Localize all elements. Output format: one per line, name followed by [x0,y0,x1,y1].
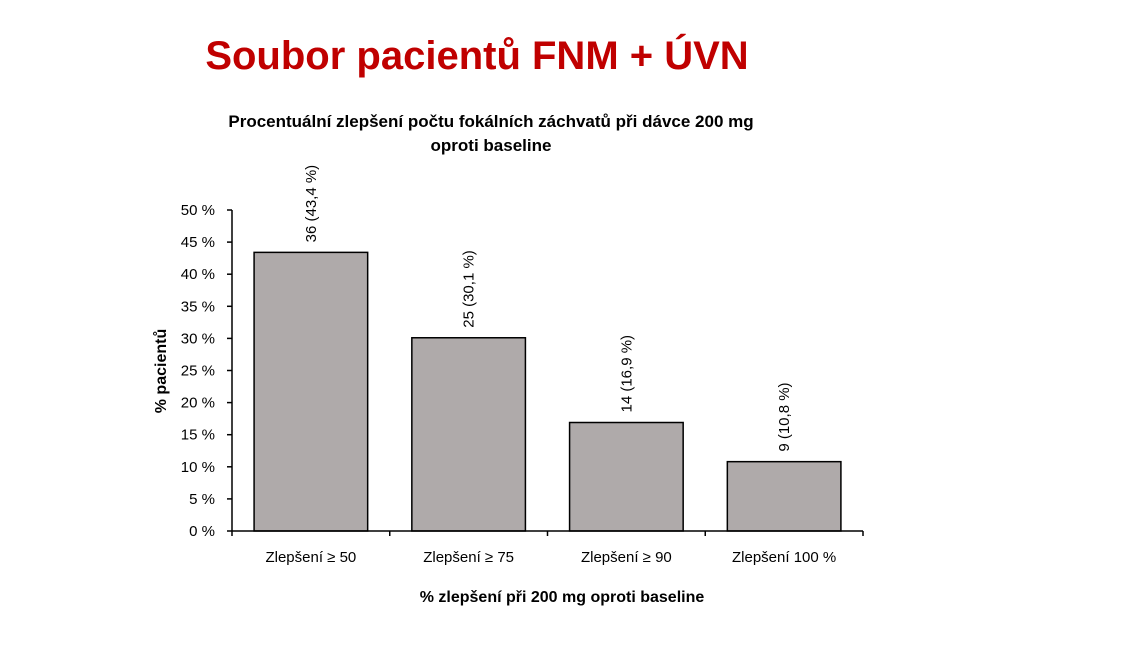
y-tick-label: 25 % [181,363,215,380]
data-label: 36 (43,4 %) [303,165,320,243]
y-tick-label: 5 % [189,491,215,508]
slide-title: Soubor pacientů FNM + ÚVN [205,34,749,78]
y-tick-label: 0 % [189,523,215,540]
data-label: 25 (30,1 %) [461,250,478,328]
y-axis-label: % pacientů [153,329,170,413]
y-tick-label: 40 % [181,266,215,283]
bar [253,251,369,532]
data-label: 14 (16,9 %) [618,335,635,413]
x-tick-label: Zlepšení ≥ 75 [423,549,514,566]
x-tick-label: Zlepšení ≥ 90 [581,549,672,566]
x-tick-label: Zlepšení ≥ 50 [265,549,356,566]
y-tick-label: 50 % [181,202,215,219]
bar [568,421,684,532]
x-tick-label: Zlepšení 100 % [732,549,836,566]
y-tick-label: 35 % [181,298,215,315]
bar [726,460,842,532]
data-label: 9 (10,8 %) [776,382,793,451]
y-tick-label: 45 % [181,234,215,251]
y-tick-label: 20 % [181,395,215,412]
bar [411,337,527,532]
x-axis-label: % zlepšení při 200 mg oproti baseline [420,589,705,606]
y-tick-label: 10 % [181,459,215,476]
chart-title-line-2: oproti baseline [431,136,552,155]
chart-title-line-1: Procentuální zlepšení počtu fokálních zá… [228,112,753,131]
y-tick-label: 15 % [181,427,215,444]
y-tick-label: 30 % [181,330,215,347]
